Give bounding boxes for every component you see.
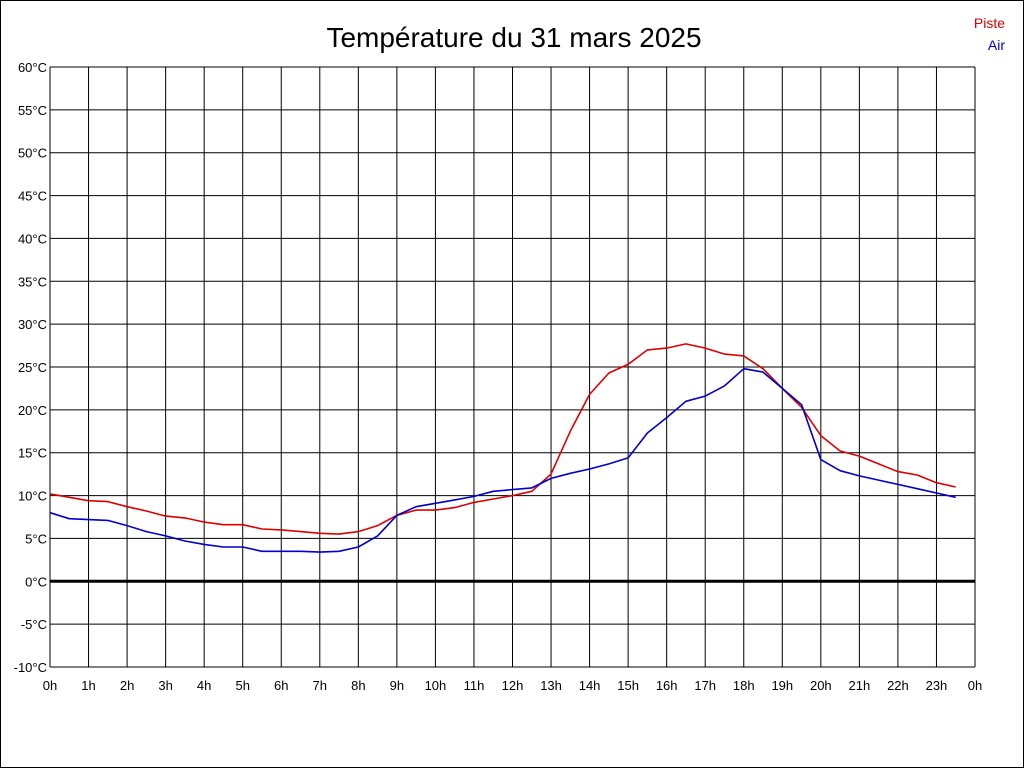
x-tick-label: 16h xyxy=(656,678,678,693)
legend-entry-air: Air xyxy=(988,37,1005,53)
x-tick-label: 14h xyxy=(579,678,601,693)
y-tick-label: 0°C xyxy=(25,574,47,589)
x-tick-label: 23h xyxy=(926,678,948,693)
x-tick-label: 19h xyxy=(771,678,793,693)
x-tick-label: 11h xyxy=(464,678,485,693)
x-tick-label: 22h xyxy=(887,678,909,693)
x-tick-label: 5h xyxy=(235,678,249,693)
chart-series xyxy=(49,343,956,553)
series-line-air xyxy=(49,367,956,553)
y-tick-label: 10°C xyxy=(18,489,47,504)
x-tick-label: 6h xyxy=(274,678,288,693)
x-tick-label: 9h xyxy=(390,678,404,693)
y-tick-label: 5°C xyxy=(25,531,47,546)
y-tick-label: 55°C xyxy=(18,103,47,118)
x-tick-label: 10h xyxy=(425,678,447,693)
chart-legend: Piste Air xyxy=(974,15,1005,53)
x-tick-label: 12h xyxy=(502,678,524,693)
x-tick-label: 1h xyxy=(81,678,95,693)
y-tick-label: 40°C xyxy=(18,231,47,246)
y-tick-label: 30°C xyxy=(18,317,47,332)
y-tick-label: 20°C xyxy=(18,403,47,418)
x-tick-label: 8h xyxy=(351,678,365,693)
y-tick-label: 45°C xyxy=(18,189,47,204)
series-line-piste xyxy=(49,343,956,535)
x-tick-label: 17h xyxy=(694,678,716,693)
x-tick-label: 21h xyxy=(849,678,871,693)
x-tick-label: 13h xyxy=(540,678,562,693)
x-tick-label: 15h xyxy=(617,678,639,693)
y-axis-ticks: 60°C 55°C 50°C 45°C 40°C 35°C 30°C 25°C 20°C 15°C… xyxy=(14,60,47,675)
x-tick-label: 3h xyxy=(158,678,172,693)
x-tick-label: 2h xyxy=(120,678,134,693)
x-tick-label: 4h xyxy=(197,678,211,693)
x-tick-label: 0h xyxy=(968,678,982,693)
y-tick-label: -5°C xyxy=(21,617,47,632)
y-tick-label: 25°C xyxy=(18,360,47,375)
x-axis-ticks: 0h 1h 2h 3h 4h 5h 6h 7h 8h 9h 10h 11h 12h 13h 14h 15h 16… xyxy=(43,678,982,693)
chart-title: Température du 31 mars 2025 xyxy=(326,22,701,53)
x-tick-label: 7h xyxy=(313,678,327,693)
x-tick-label: 20h xyxy=(810,678,832,693)
x-tick-label: 18h xyxy=(733,678,755,693)
x-tick-label: 0h xyxy=(43,678,57,693)
chart-grid xyxy=(49,66,976,668)
y-tick-label: 60°C xyxy=(18,60,47,75)
y-tick-label: 15°C xyxy=(18,446,47,461)
y-tick-label: 35°C xyxy=(18,274,47,289)
legend-entry-piste: Piste xyxy=(974,15,1005,31)
y-tick-label: 50°C xyxy=(18,146,47,161)
y-tick-label: -10°C xyxy=(14,660,47,675)
